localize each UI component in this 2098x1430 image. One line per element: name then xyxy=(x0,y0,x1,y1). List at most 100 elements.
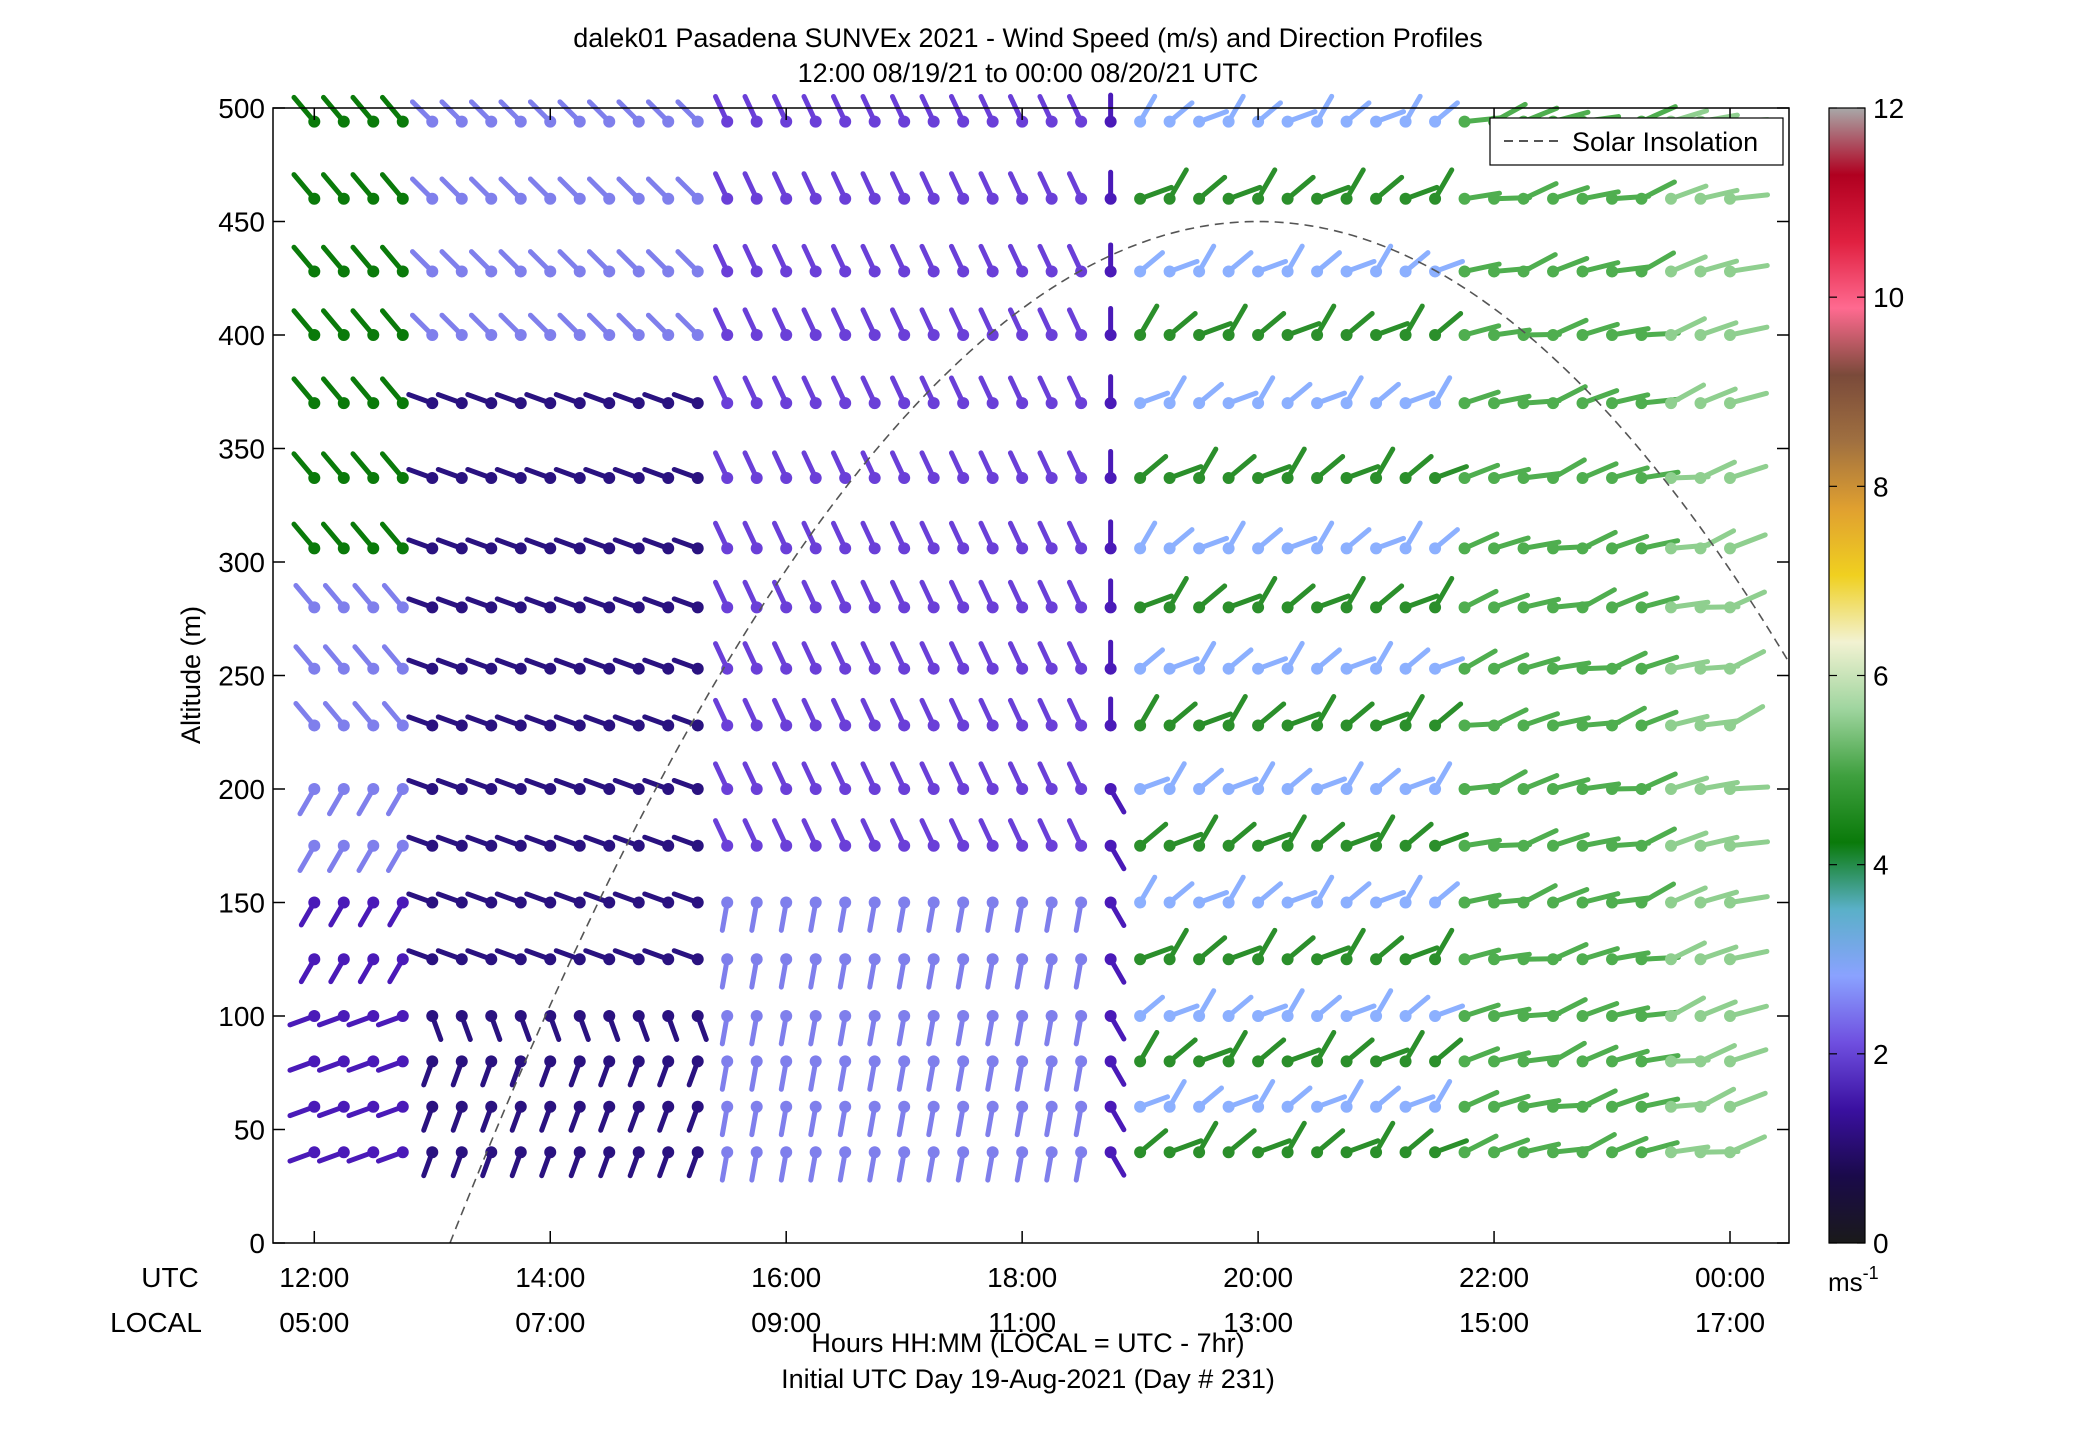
wind-barb xyxy=(326,839,350,874)
wind-barb-head xyxy=(898,783,911,795)
wind-barb-head xyxy=(1340,1100,1353,1113)
wind-barb-head xyxy=(986,719,999,732)
wind-barb-stem xyxy=(1580,260,1621,274)
wind-barb-head xyxy=(1694,1010,1707,1022)
wind-barb-head xyxy=(691,1100,704,1113)
wind-barb-head xyxy=(898,329,911,341)
wind-barb xyxy=(352,582,380,614)
wind-barb xyxy=(778,896,793,933)
wind-barb xyxy=(889,171,911,205)
wind-barb xyxy=(771,697,793,732)
wind-barb-head xyxy=(632,662,645,675)
wind-barb-head xyxy=(337,115,350,128)
wind-barb-head xyxy=(898,719,911,732)
wind-barb-stem xyxy=(1609,392,1651,406)
wind-barb xyxy=(1222,93,1246,128)
wind-barb-head xyxy=(1163,953,1176,966)
wind-barb-head xyxy=(1635,265,1648,278)
wind-barb xyxy=(1458,531,1500,555)
wind-barb xyxy=(1044,953,1058,990)
wind-barb-head xyxy=(868,265,881,278)
wind-barb xyxy=(742,520,763,555)
wind-barb xyxy=(1066,520,1088,555)
wind-barb-stem xyxy=(1550,715,1591,728)
wind-barb-stem xyxy=(1668,885,1708,905)
wind-barb-head xyxy=(662,115,675,128)
wind-barb xyxy=(1399,1029,1425,1068)
wind-barb-head xyxy=(573,265,586,278)
wind-barb xyxy=(919,697,940,732)
wind-barb xyxy=(553,596,586,614)
wind-barb-head xyxy=(308,115,321,128)
wind-barb-head xyxy=(839,662,852,675)
wind-barb-head xyxy=(1104,265,1117,278)
wind-barb xyxy=(889,697,911,732)
wind-barb-head xyxy=(1517,397,1530,410)
wind-barb-head xyxy=(337,265,350,278)
wind-barb-head xyxy=(337,542,350,555)
wind-barb xyxy=(860,520,881,555)
x-tick-label-local: 13:00 xyxy=(1223,1307,1293,1338)
wind-barb xyxy=(583,657,616,675)
wind-barb xyxy=(1724,1003,1769,1022)
wind-barb-head xyxy=(1458,1055,1471,1068)
wind-barb xyxy=(553,948,586,966)
wind-barb-head xyxy=(367,1146,380,1159)
wind-barb xyxy=(955,1055,970,1092)
wind-barb-head xyxy=(603,839,616,852)
wind-barb xyxy=(1252,575,1278,614)
wind-barb-head xyxy=(1222,783,1235,795)
wind-barb xyxy=(603,1010,621,1042)
wind-barb-head xyxy=(809,397,822,410)
wind-barb-head xyxy=(1134,896,1147,909)
wind-barb-head xyxy=(367,662,380,675)
wind-barb-head xyxy=(1370,1100,1383,1113)
wind-barb-head xyxy=(1281,1100,1294,1113)
wind-barb xyxy=(465,466,498,485)
wind-barb xyxy=(771,307,793,341)
wind-barb xyxy=(808,1100,822,1138)
wind-barb-head xyxy=(1517,839,1530,852)
wind-barb-stem xyxy=(1668,713,1710,728)
wind-barb-head xyxy=(1488,953,1501,966)
wind-barb xyxy=(749,1100,763,1138)
wind-barb-head xyxy=(1163,719,1176,732)
wind-barb-head xyxy=(632,953,645,966)
wind-barb xyxy=(948,641,970,675)
wind-barb-head xyxy=(662,1100,675,1113)
wind-barb xyxy=(713,579,734,614)
wind-barb xyxy=(1222,1128,1257,1159)
wind-barb xyxy=(379,244,409,278)
wind-barb xyxy=(1104,1100,1127,1133)
wind-barb xyxy=(1281,446,1307,485)
wind-barb-head xyxy=(1252,115,1265,128)
wind-barb xyxy=(1458,323,1502,341)
wind-barb xyxy=(1576,260,1621,278)
wind-barb xyxy=(1370,446,1396,485)
wind-barb-head xyxy=(898,1146,911,1159)
wind-barb-stem xyxy=(1668,940,1707,962)
wind-barb xyxy=(1037,818,1058,852)
wind-barb-head xyxy=(1458,542,1471,555)
wind-barb-head xyxy=(780,601,793,614)
wind-barb-head xyxy=(632,472,645,485)
wind-barb xyxy=(385,839,409,874)
wind-barb-head xyxy=(1399,115,1412,128)
wind-barb xyxy=(298,896,321,928)
wind-barb xyxy=(889,307,911,341)
wind-barb xyxy=(1724,894,1770,909)
x-tick-label-local: 09:00 xyxy=(751,1307,821,1338)
wind-barb-head xyxy=(1134,1100,1147,1113)
wind-barb xyxy=(1311,1029,1337,1068)
wind-barb xyxy=(421,1100,439,1133)
wind-barb-head xyxy=(1576,397,1589,410)
wind-barb-head xyxy=(1075,896,1088,909)
wind-barb xyxy=(742,641,763,675)
wind-barb-head xyxy=(1222,953,1235,966)
wind-barb xyxy=(598,1055,616,1088)
wind-barb-head xyxy=(898,1100,911,1113)
wind-barb-stem xyxy=(1580,1001,1620,1019)
wind-barb-head xyxy=(1399,329,1412,341)
wind-barb xyxy=(978,94,999,128)
